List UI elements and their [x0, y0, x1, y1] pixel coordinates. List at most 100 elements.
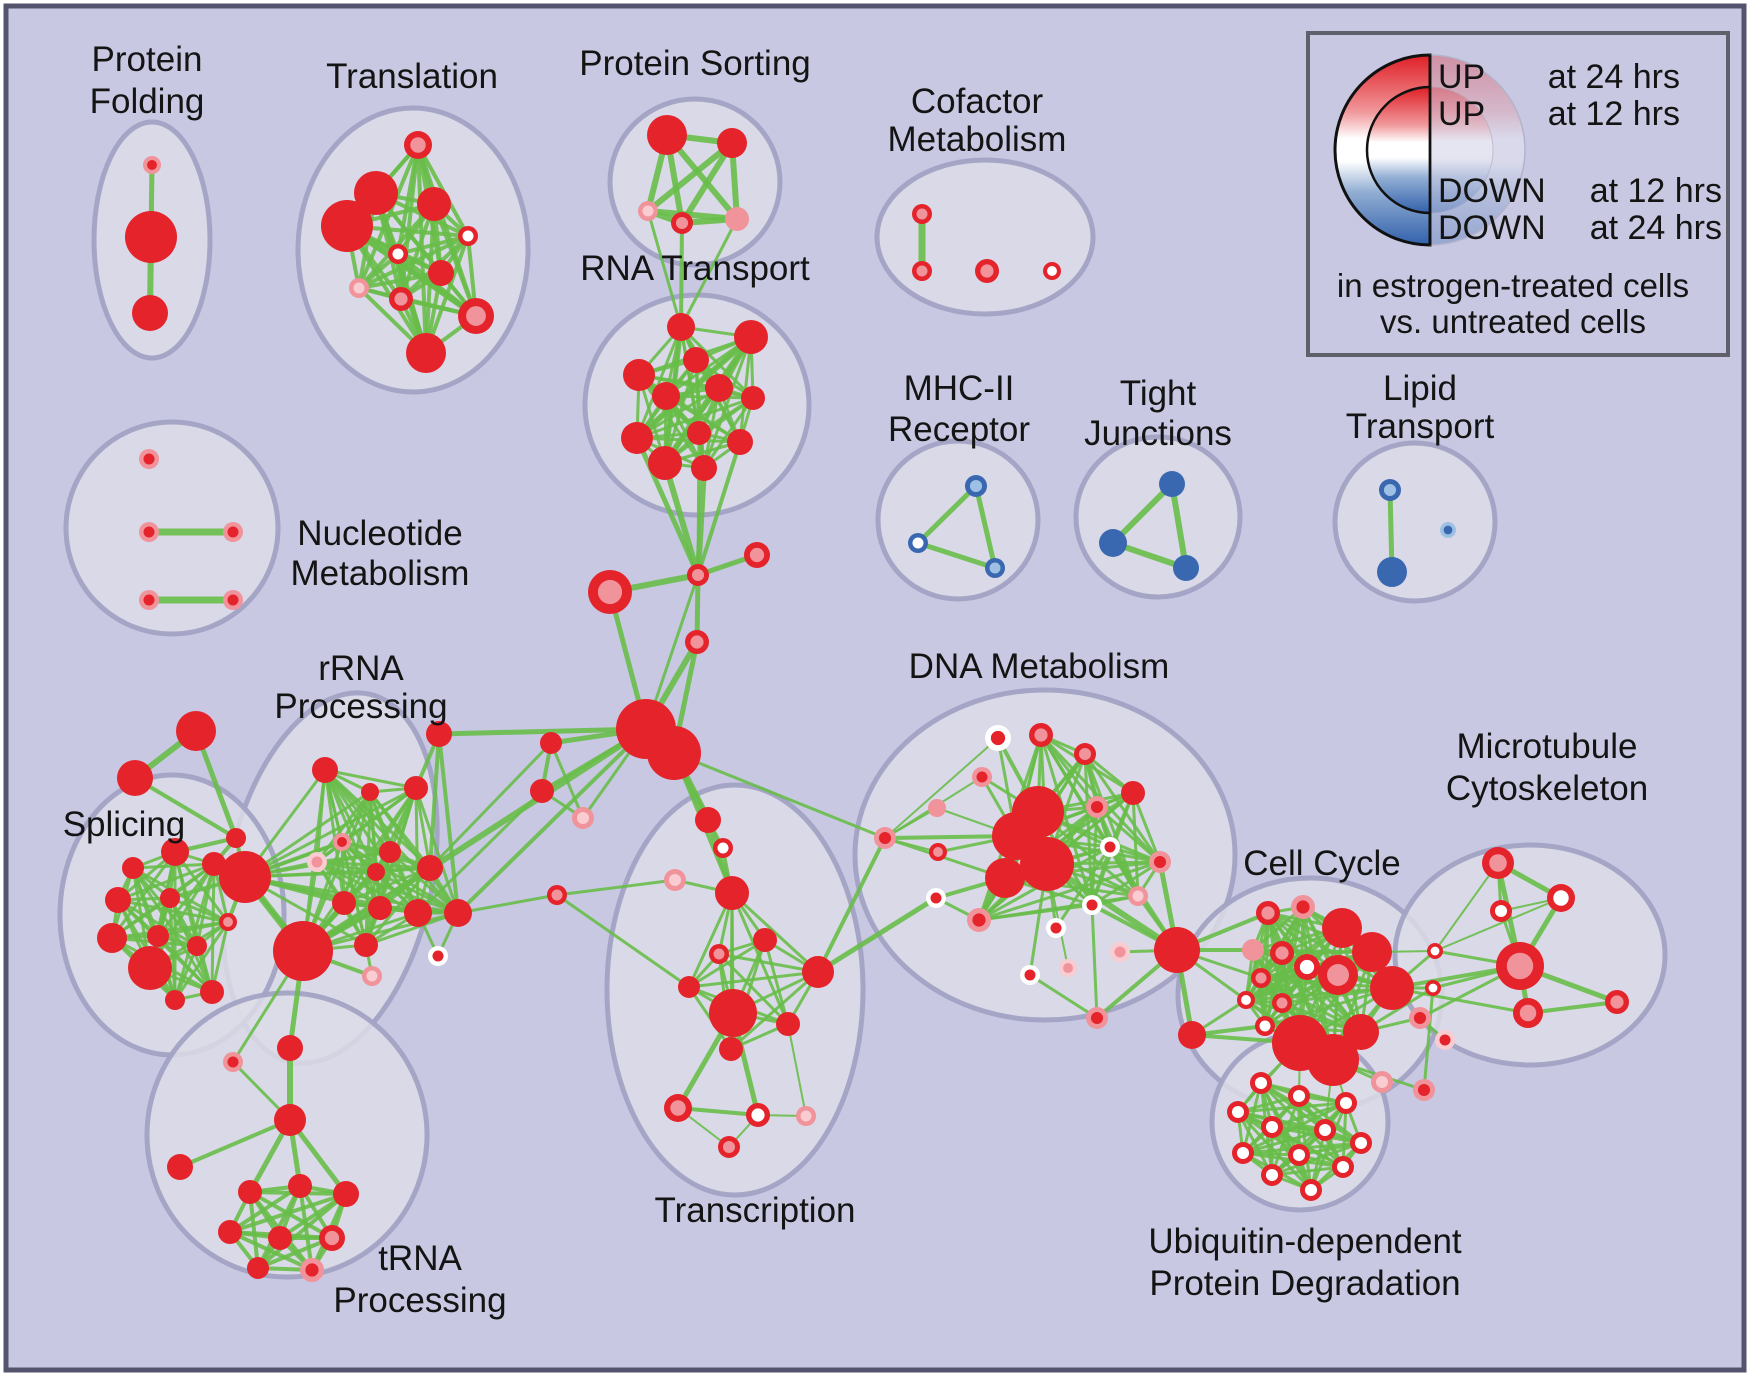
network-node	[417, 855, 443, 881]
network-node-center	[642, 205, 654, 217]
network-edge	[436, 726, 649, 737]
cluster-label-splicing: Splicing	[63, 805, 186, 844]
cluster-ellipse-cofactor-metabolism	[874, 157, 1096, 317]
network-edge	[729, 970, 820, 1051]
network-node-center	[1090, 1011, 1104, 1025]
network-edge	[1270, 1165, 1345, 1177]
network-edge	[645, 140, 735, 214]
network-node-center	[1047, 266, 1057, 276]
network-node	[1173, 555, 1199, 581]
network-node-center	[878, 831, 892, 845]
network-edge	[1131, 791, 1140, 898]
network-node	[647, 726, 701, 780]
cluster-label-microtubule-cytoskeleton: Cytoskeleton	[1446, 769, 1648, 808]
network-node-center	[305, 1263, 319, 1277]
network-node-center	[989, 562, 1001, 574]
legend-row-up24-dir: UP	[1438, 58, 1485, 96]
network-node-center	[1610, 995, 1624, 1009]
network-node-center	[1375, 1075, 1389, 1089]
legend-row-down12-time: at 12 hrs	[1590, 172, 1722, 210]
network-node	[200, 980, 224, 1004]
network-edge	[248, 1190, 334, 1240]
network-node-center	[1336, 1160, 1350, 1174]
cluster-label-tight-junctions: Junctions	[1084, 414, 1232, 453]
network-edge	[248, 1190, 260, 1270]
network-edge	[168, 896, 230, 924]
legend-caption-line1: in estrogen-treated cells	[1337, 267, 1689, 304]
network-node	[667, 313, 695, 341]
network-node	[540, 732, 562, 754]
cluster-label-trna-processing: Processing	[333, 1281, 506, 1320]
network-node-center	[1265, 1168, 1279, 1182]
legend: UP at 24 hrs UP at 12 hrs DOWN at 12 hrs…	[1306, 31, 1730, 357]
network-node	[274, 1104, 306, 1136]
network-node-center	[930, 892, 942, 904]
network-node	[426, 721, 452, 747]
network-node	[691, 455, 717, 481]
network-node	[719, 1037, 743, 1061]
network-edge	[1434, 897, 1562, 952]
network-node	[648, 446, 682, 480]
network-node-center	[722, 1140, 736, 1154]
network-node	[226, 828, 246, 848]
network-edge	[634, 334, 754, 441]
network-edge	[456, 727, 648, 915]
cluster-label-mhc-ii-receptor: Receptor	[888, 410, 1030, 449]
cluster-ellipse-protein-sorting	[607, 96, 783, 268]
network-edge	[116, 898, 230, 924]
network-node	[725, 207, 749, 231]
nodes-layer	[97, 115, 1629, 1282]
network-node	[1322, 908, 1362, 948]
network-edge	[763, 938, 790, 1026]
network-node-center	[1034, 728, 1048, 742]
network-node-center	[980, 264, 994, 278]
cluster-ellipse-lipid-transport	[1332, 440, 1498, 604]
network-edge	[323, 768, 382, 910]
network-node	[277, 1035, 303, 1061]
network-edge	[1131, 791, 1162, 864]
network-node-center	[1489, 854, 1507, 872]
network-node	[647, 115, 687, 155]
network-edge	[1090, 805, 1099, 907]
cluster-label-lipid-transport: Lipid	[1383, 369, 1457, 408]
network-edge	[210, 862, 216, 994]
network-node	[332, 891, 356, 915]
network-node	[1352, 932, 1392, 972]
network-node	[727, 429, 753, 455]
network-node	[1242, 939, 1264, 961]
network-edge	[977, 860, 1162, 922]
network-node	[1159, 471, 1185, 497]
network-node-center	[1063, 963, 1073, 973]
network-edge	[635, 436, 742, 444]
network-edge	[1169, 481, 1189, 571]
network-node	[1370, 966, 1414, 1010]
network-node	[802, 956, 834, 988]
network-edge	[243, 866, 432, 879]
network-node	[428, 260, 454, 286]
legend-row-up12-time: at 12 hrs	[1548, 95, 1680, 133]
network-node-center	[353, 282, 365, 294]
network-node	[444, 899, 472, 927]
network-edge	[702, 396, 755, 470]
cluster-label-cofactor-metabolism: Cofactor	[911, 82, 1044, 121]
cluster-label-mhc-ii-receptor: MHC-II	[904, 369, 1015, 408]
network-edge	[116, 898, 199, 948]
network-node	[1020, 837, 1074, 891]
legend-row-up12-dir: UP	[1438, 95, 1485, 133]
network-node-center	[749, 547, 765, 563]
network-node-center	[1299, 959, 1315, 975]
network-edge	[662, 334, 754, 466]
network-node-center	[1296, 900, 1310, 914]
cluster-label-rna-transport: RNA Transport	[580, 249, 810, 288]
cluster-label-translation: Translation	[326, 57, 498, 96]
network-node-center	[916, 265, 928, 277]
network-node	[404, 899, 432, 927]
network-node	[312, 757, 338, 783]
network-node	[687, 421, 711, 445]
network-node	[652, 382, 680, 410]
network-node-center	[751, 1108, 765, 1122]
network-node-center	[410, 137, 426, 153]
network-node-center	[143, 453, 155, 465]
network-node-center	[1354, 1136, 1368, 1150]
